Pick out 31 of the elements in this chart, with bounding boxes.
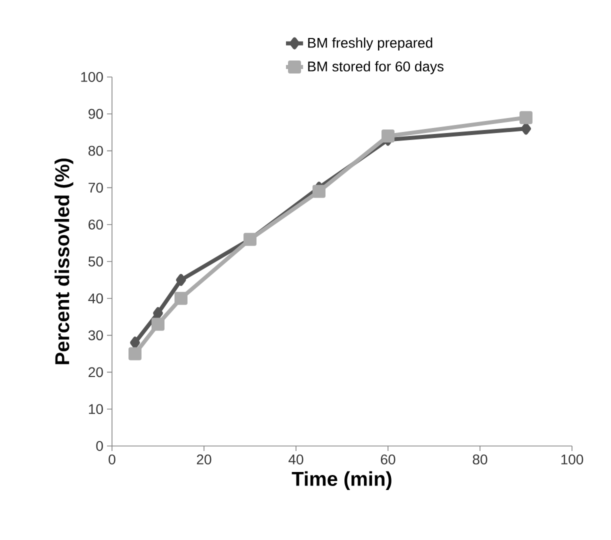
point bbox=[176, 274, 186, 286]
point bbox=[312, 184, 326, 198]
legend-label: BM stored for 60 days bbox=[308, 61, 444, 74]
y-tick-label: 100 bbox=[81, 72, 103, 82]
y-tick-label: 70 bbox=[88, 182, 103, 193]
x-tick-label: 80 bbox=[472, 454, 488, 464]
point bbox=[519, 111, 532, 124]
x-tick-label: 60 bbox=[380, 454, 396, 464]
point bbox=[128, 347, 142, 360]
x-tick-label: 20 bbox=[196, 454, 212, 464]
point bbox=[130, 336, 140, 349]
y-axis-title: Percent dissovled (%) bbox=[54, 158, 74, 364]
point bbox=[153, 307, 163, 320]
y-tick-label: 90 bbox=[88, 108, 103, 119]
y-tick-label: 40 bbox=[88, 293, 103, 304]
y-tick-label: 80 bbox=[88, 146, 103, 156]
y-tick-label: 50 bbox=[88, 256, 103, 266]
x-axis-title: Time (min) bbox=[292, 471, 392, 490]
x-tick-label: 0 bbox=[108, 454, 116, 464]
x-tick-label: 40 bbox=[288, 454, 304, 464]
y-tick-label: 10 bbox=[88, 404, 103, 414]
point bbox=[174, 292, 188, 305]
y-tick-label: 30 bbox=[88, 330, 103, 340]
point bbox=[382, 130, 394, 143]
point bbox=[521, 122, 531, 135]
x-tick-label: 100 bbox=[561, 454, 584, 464]
legend-label: BM freshly prepared bbox=[308, 38, 432, 51]
y-tick-label: 0 bbox=[96, 441, 103, 451]
y-tick-label: 60 bbox=[88, 220, 103, 230]
point bbox=[152, 318, 165, 331]
y-tick-label: 20 bbox=[88, 367, 103, 378]
